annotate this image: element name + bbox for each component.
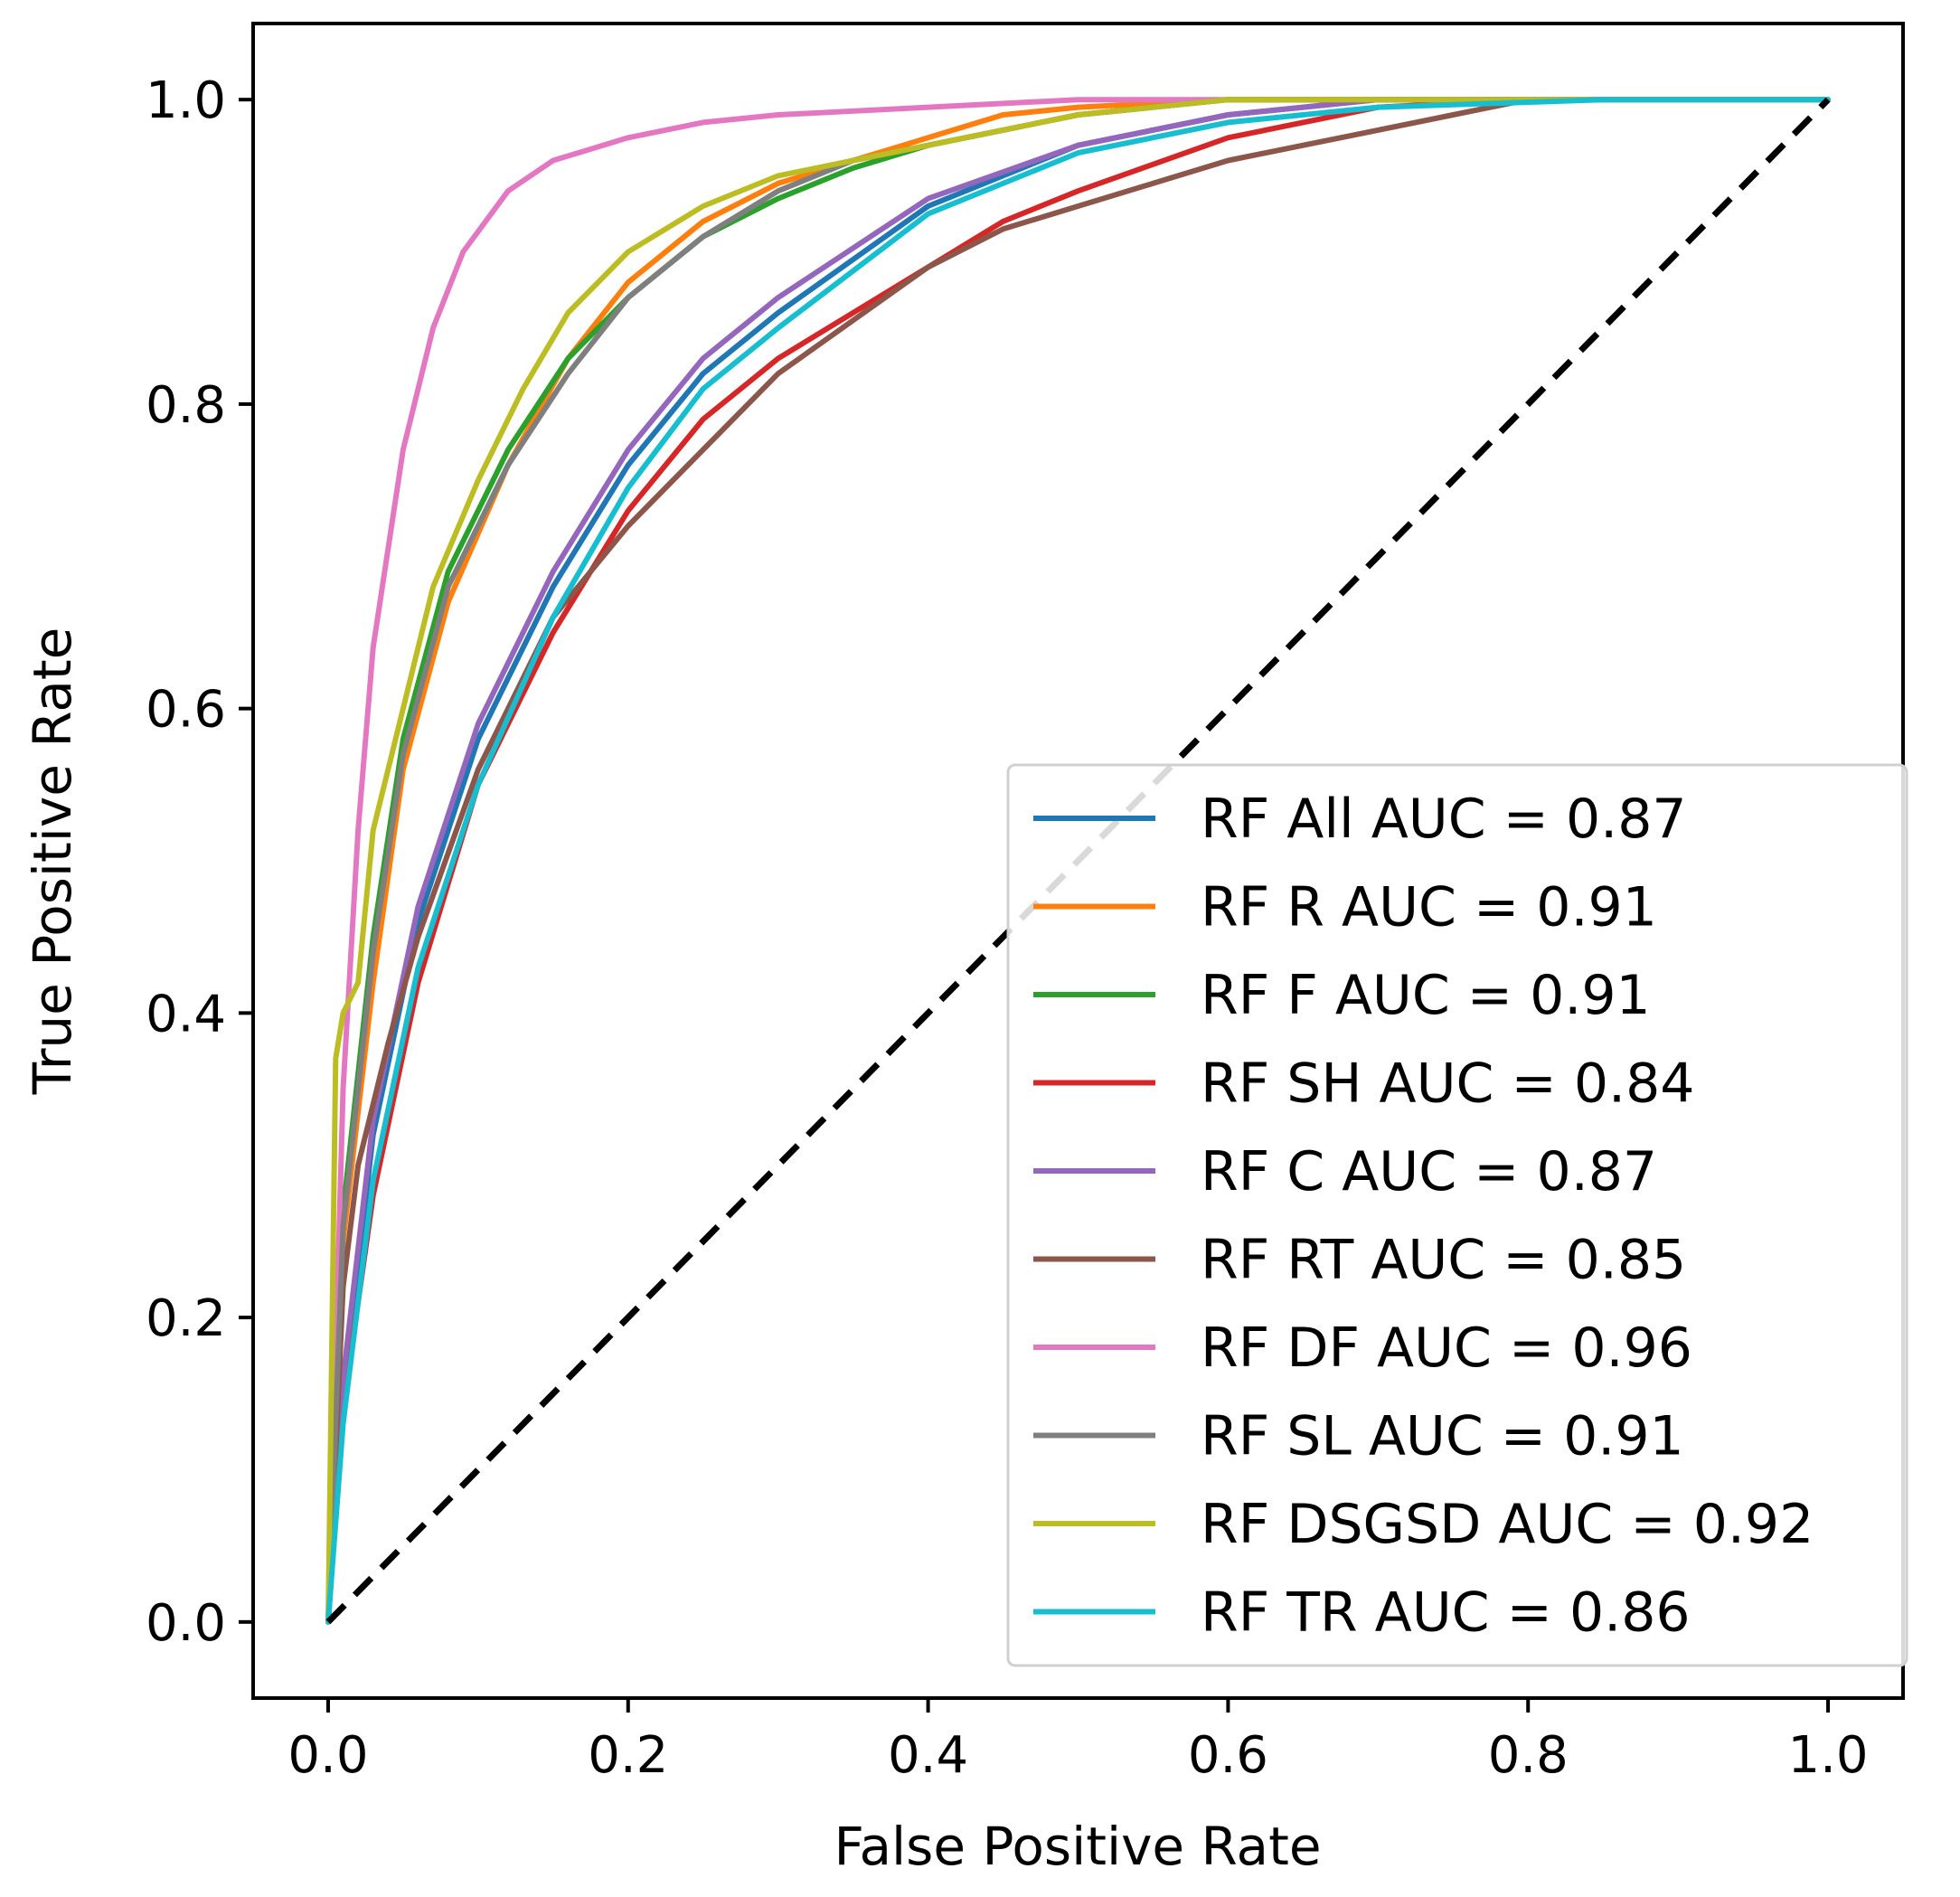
y-tick-label: 0.8 <box>146 376 226 435</box>
y-axis-ticks: 0.0 0.2 0.4 0.6 0.8 1.0 <box>146 71 253 1653</box>
x-axis-label: False Positive Rate <box>834 1816 1321 1877</box>
legend-label: RF F AUC = 0.91 <box>1201 964 1651 1027</box>
legend: RF All AUC = 0.87 RF R AUC = 0.91 RF F AUC… <box>1006 763 1908 1667</box>
legend-label: RF RT AUC = 0.85 <box>1201 1229 1686 1292</box>
legend-box <box>1006 763 1908 1667</box>
x-tick-label: 0.6 <box>1188 1726 1268 1785</box>
roc-curves <box>325 97 1831 1625</box>
x-tick-label: 1.0 <box>1788 1726 1869 1785</box>
legend-label: RF DF AUC = 0.96 <box>1201 1317 1692 1380</box>
y-tick-label: 0.2 <box>146 1289 226 1348</box>
x-axis-ticks: 0.0 0.2 0.4 0.6 0.8 1.0 <box>287 1698 1869 1785</box>
roc-curve-9 <box>325 97 1831 1625</box>
legend-label: RF TR AUC = 0.86 <box>1201 1581 1691 1645</box>
roc-curve-3 <box>325 97 1831 1625</box>
y-tick-label: 0.6 <box>146 681 226 740</box>
y-tick-label: 0.0 <box>146 1594 226 1653</box>
legend-label: RF R AUC = 0.91 <box>1201 876 1657 939</box>
roc-curve-1 <box>325 97 1831 1625</box>
x-tick-label: 0.8 <box>1488 1726 1569 1785</box>
roc-curve-5 <box>325 97 1831 1625</box>
x-tick-label: 0.2 <box>588 1726 668 1785</box>
legend-label: RF SH AUC = 0.84 <box>1201 1052 1694 1116</box>
y-tick-label: 0.4 <box>146 985 226 1043</box>
legend-label: RF C AUC = 0.87 <box>1201 1140 1657 1203</box>
x-tick-label: 0.0 <box>287 1726 368 1785</box>
roc-curve-8 <box>325 97 1831 1625</box>
legend-label: RF DSGSD AUC = 0.92 <box>1201 1493 1814 1556</box>
legend-label: RF SL AUC = 0.91 <box>1201 1405 1684 1468</box>
legend-label: RF All AUC = 0.87 <box>1201 788 1687 851</box>
x-tick-label: 0.4 <box>888 1726 968 1785</box>
roc-curve-6 <box>325 97 1831 1625</box>
y-tick-label: 1.0 <box>146 71 226 130</box>
y-axis-label: True Positive Rate <box>22 628 83 1096</box>
